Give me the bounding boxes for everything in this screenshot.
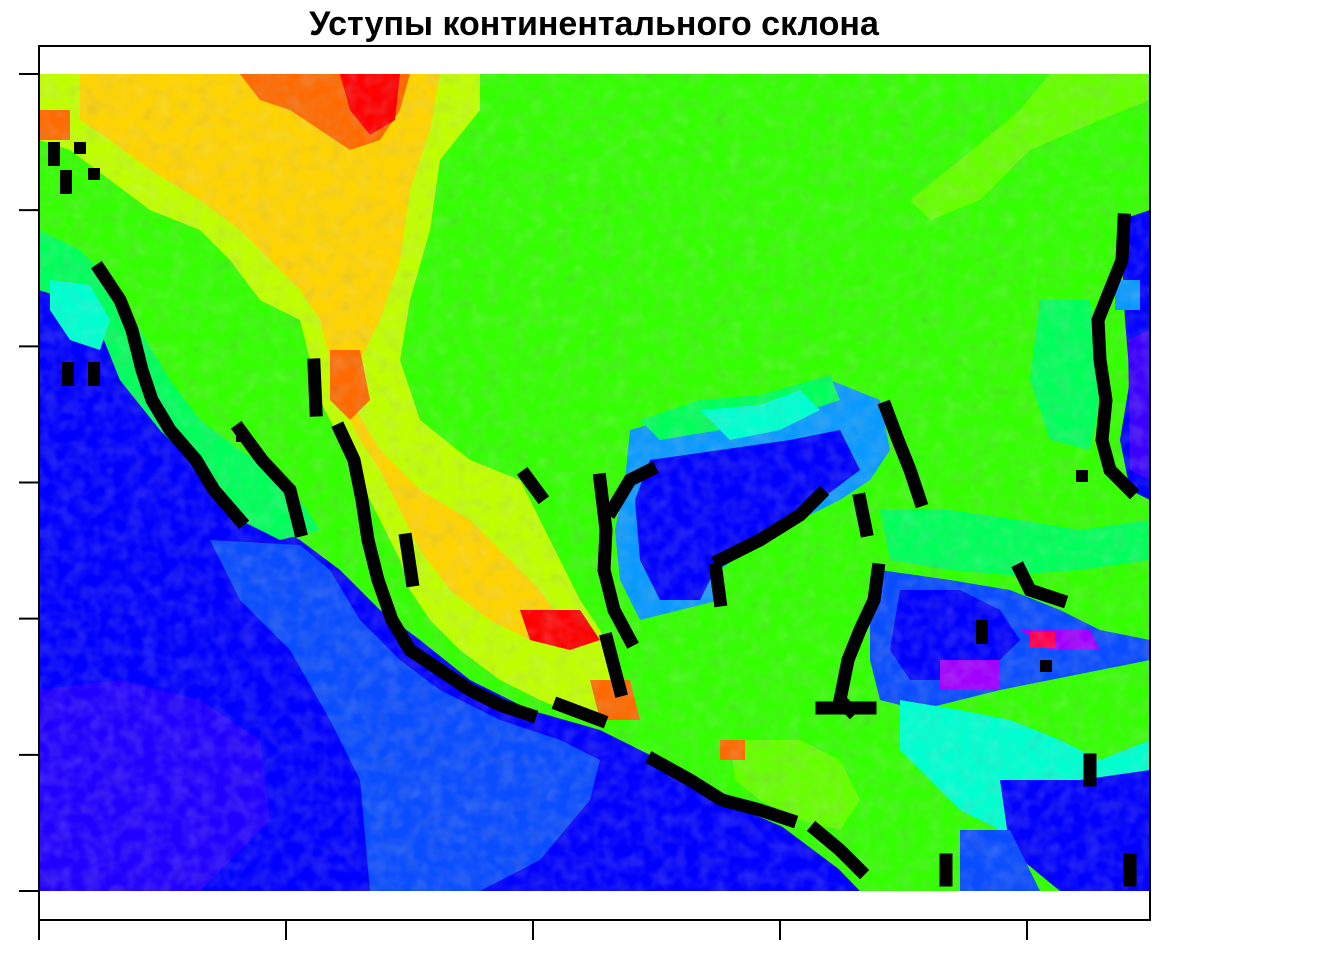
scarp-inner-east: [877, 399, 929, 509]
scarp-lines: [90, 213, 1140, 887]
elevation-raster: [39, 74, 1150, 891]
scarp-southeast: [806, 820, 870, 880]
scarp-central-short: [398, 532, 420, 588]
scarp-pixel: [976, 620, 988, 644]
scarp-inner-west: [592, 472, 639, 649]
scarp-central-knot: [516, 466, 550, 505]
scarp-south-short: [551, 696, 609, 729]
scarp-east-basin: [1011, 561, 1069, 609]
scarp-pixel: [60, 170, 72, 194]
scarp-south: [645, 751, 799, 829]
scarp-pixel: [74, 142, 86, 154]
scarp-inner-northwest: [603, 461, 659, 519]
scarp-central-west: [331, 421, 539, 724]
scarp-peninsula-west: [708, 562, 728, 608]
scarp-inner-southwest: [599, 632, 628, 698]
scarp-west-short: [307, 358, 323, 417]
scarp-west-inner: [230, 420, 308, 538]
scarp-pixel: [236, 430, 248, 442]
scarp-pixel: [88, 168, 100, 180]
scarp-peninsula-north: [711, 485, 830, 569]
map-title: Уступы континентального склона: [309, 5, 879, 43]
y-axis-ticks: [19, 73, 39, 892]
scarp-pixels: [48, 142, 1088, 672]
scarp-west-outer: [90, 260, 250, 530]
scarp-pixel: [62, 362, 74, 386]
scarp-pixel: [1040, 660, 1052, 672]
scarp-pixel: [48, 142, 60, 166]
x-axis-ticks: [38, 920, 1028, 940]
scarp-far-east: [1091, 213, 1140, 500]
scarp-pixel: [1076, 470, 1088, 482]
scarp-peninsula-knot: [852, 492, 874, 538]
scarp-pixel: [88, 362, 100, 386]
